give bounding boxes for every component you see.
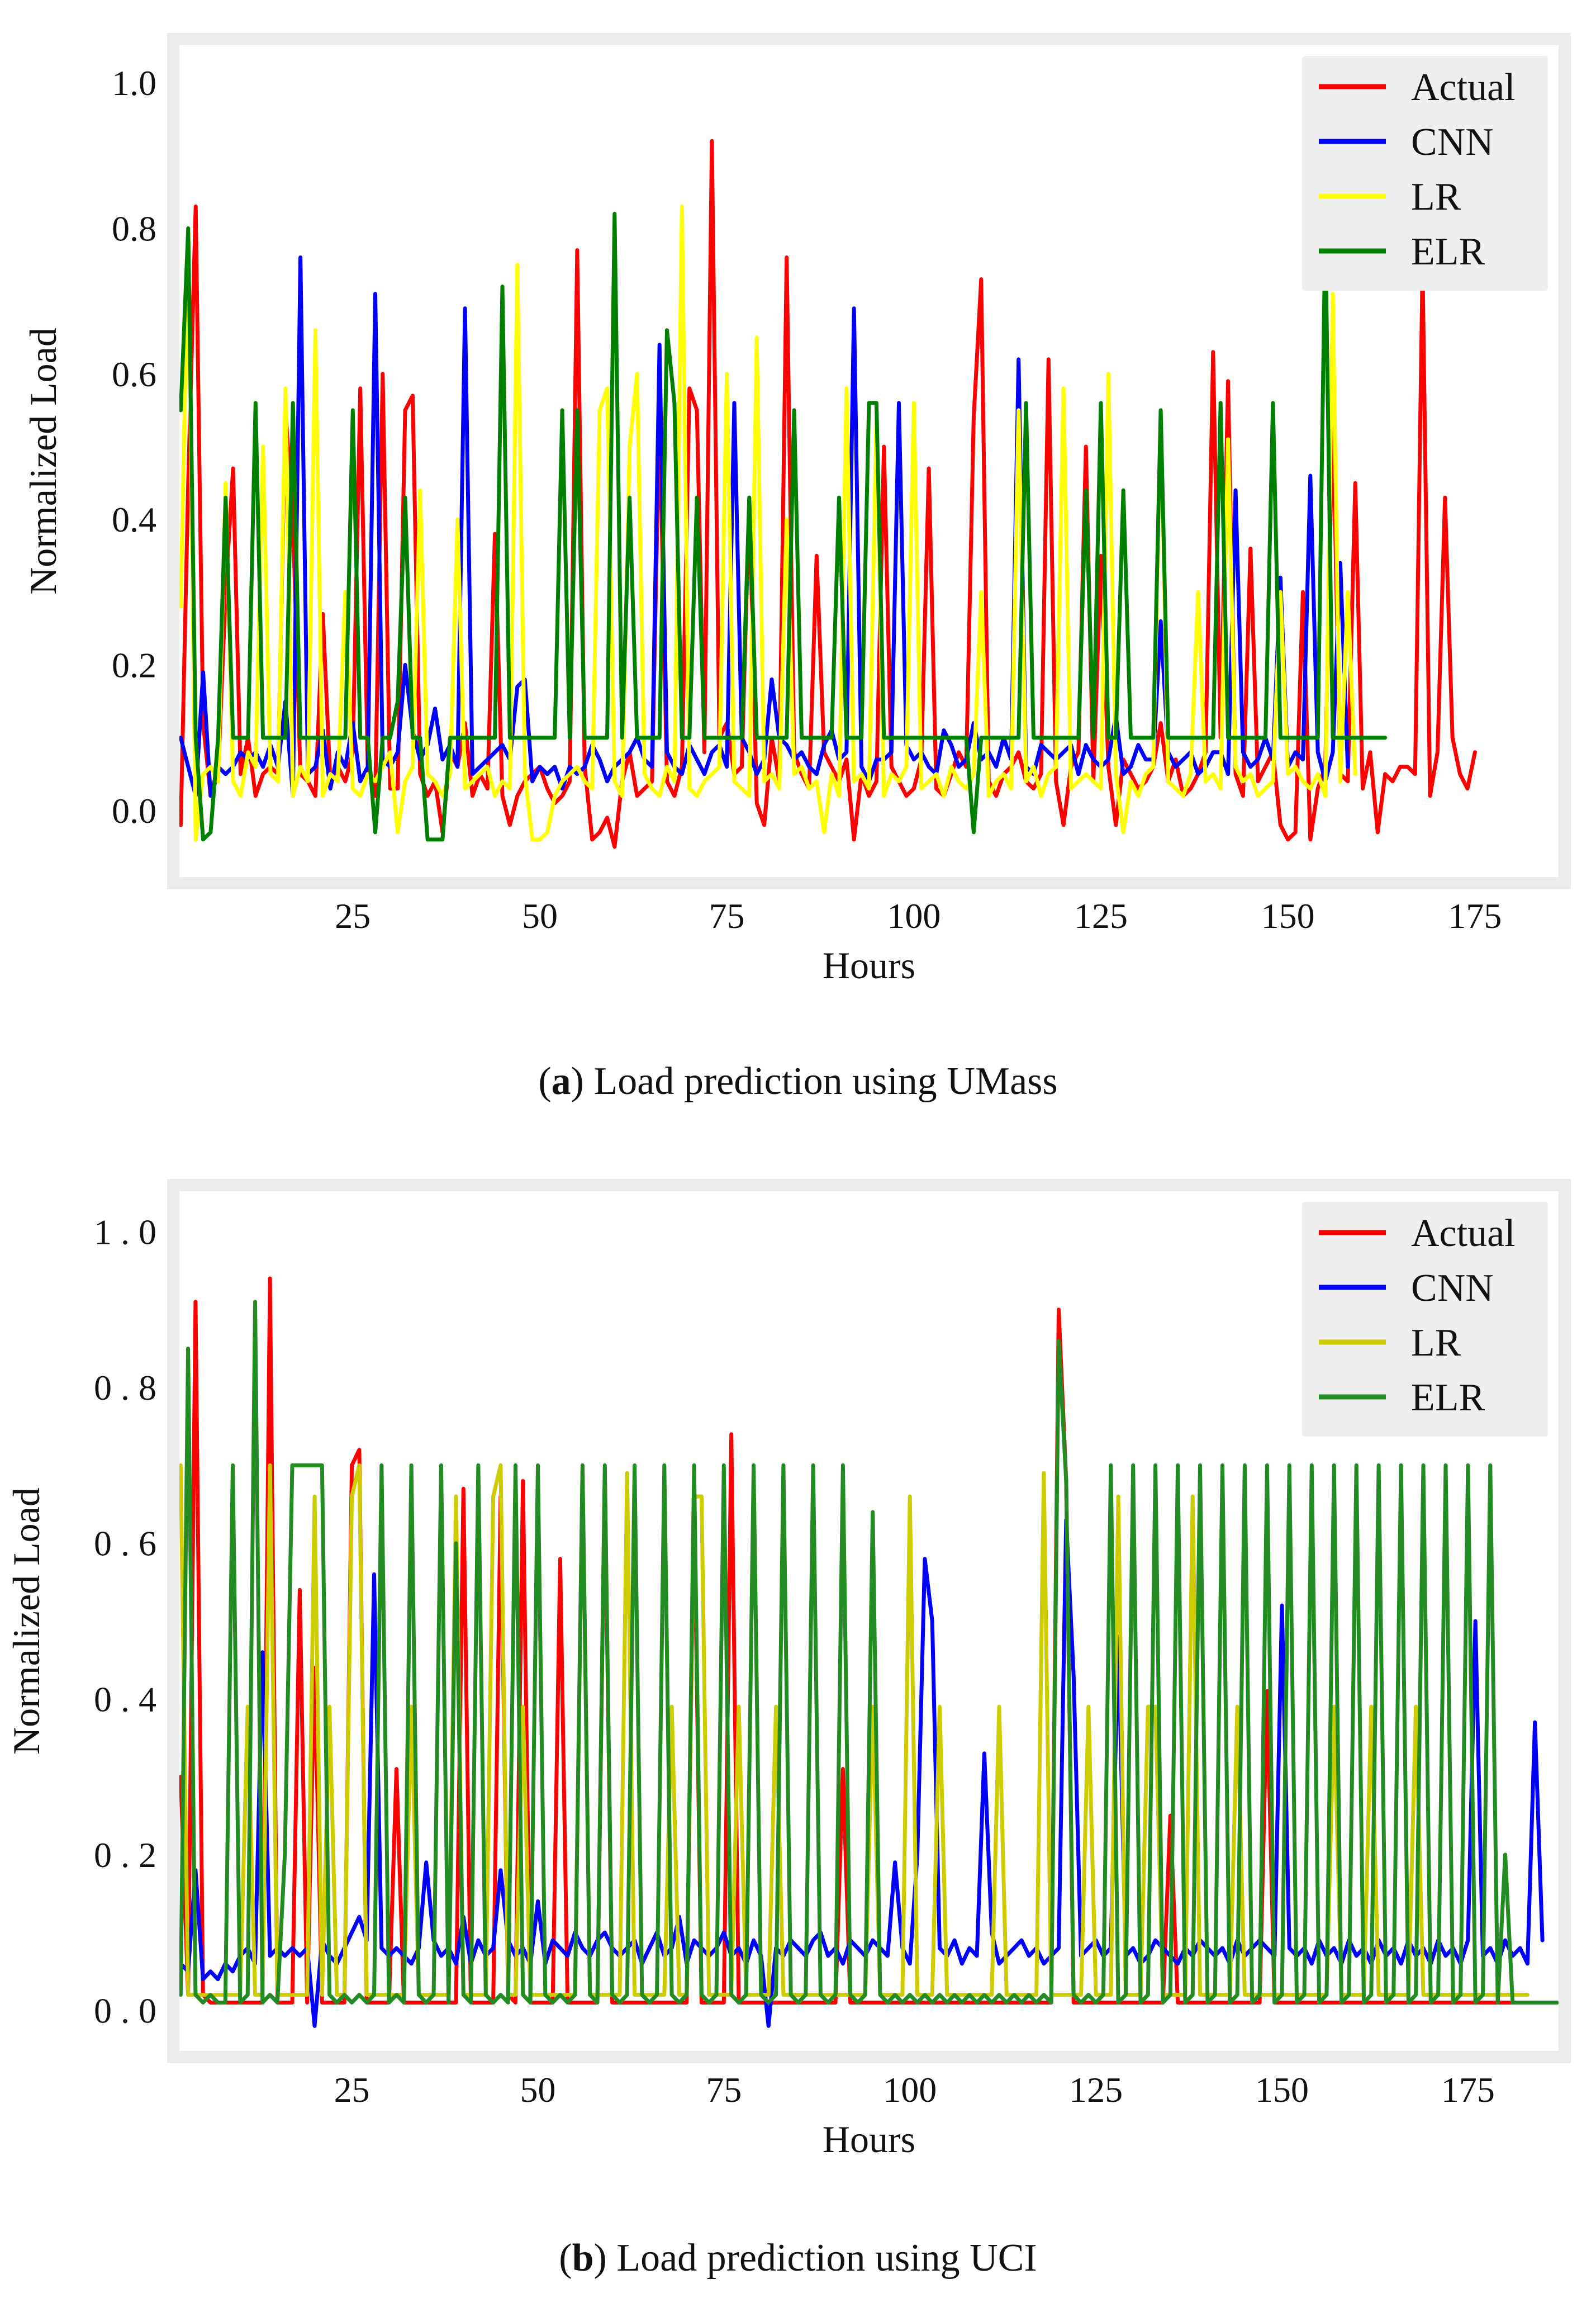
y-tick-label: 0.6 xyxy=(112,354,156,394)
y-axis-label: Normalized Load xyxy=(5,1487,48,1755)
y-tick-label: 0 . 6 xyxy=(94,1524,156,1563)
caption-text: Load prediction using UCI xyxy=(616,2237,1037,2280)
y-tick-label: 1 . 0 xyxy=(94,1212,156,1252)
x-tick-label: 100 xyxy=(887,896,940,936)
legend-label-actual: Actual xyxy=(1411,1212,1516,1255)
y-tick-label: 0 . 2 xyxy=(94,1835,156,1875)
caption-uci: (b) Load prediction using UCI xyxy=(559,2237,1037,2280)
caption-text: Load prediction using UMass xyxy=(593,1060,1058,1103)
series-group xyxy=(179,139,1477,849)
series-line-elr xyxy=(179,211,1388,842)
chart-panel-uci: 0 . 0 0 . 2 0 . 4 0 . 6 0 . 8 1 . 0 25 50 75 100 1… xyxy=(0,1152,1596,2298)
y-tick-label: 0 . 8 xyxy=(94,1368,156,1408)
caption-umass: (a) Load prediction using UMass xyxy=(538,1060,1058,1103)
y-tick-label: 0.2 xyxy=(112,645,156,685)
x-tick-label: 50 xyxy=(522,896,558,936)
chart-panel-umass: 0.0 0.2 0.4 0.6 0.8 1.0 25 50 75 100 125 150 175 Hour… xyxy=(0,0,1596,1118)
series-line-elr xyxy=(179,1300,1559,2005)
chart-uci: 0 . 0 0 . 2 0 . 4 0 . 6 0 . 8 1 . 0 25 50 75 100 1… xyxy=(5,1179,1571,2160)
legend-label-lr: LR xyxy=(1411,1321,1461,1364)
legend-box xyxy=(1302,1202,1548,1437)
legend: Actual CNN LR ELR xyxy=(1302,56,1548,291)
legend-box xyxy=(1302,56,1548,291)
legend-label-lr: LR xyxy=(1411,176,1461,219)
x-tick-label: 100 xyxy=(883,2070,937,2110)
legend: Actual CNN LR ELR xyxy=(1302,1202,1548,1437)
x-tick-label: 75 xyxy=(709,896,745,936)
legend-label-cnn: CNN xyxy=(1411,1267,1494,1310)
x-tick-label: 125 xyxy=(1074,896,1128,936)
y-tick-label: 0 . 4 xyxy=(94,1679,156,1719)
y-tick-label: 0.0 xyxy=(112,791,156,831)
y-tick-label: 1.0 xyxy=(112,63,156,103)
x-tick-label: 25 xyxy=(334,2070,370,2110)
y-tick-label: 0.8 xyxy=(112,209,156,248)
caption-letter: b xyxy=(572,2237,594,2280)
y-tick-label: 0.4 xyxy=(112,500,156,539)
x-tick-label: 25 xyxy=(335,896,370,936)
legend-label-elr: ELR xyxy=(1411,1376,1485,1419)
series-line-cnn xyxy=(179,1518,1545,2028)
x-tick-label: 125 xyxy=(1069,2070,1123,2110)
legend-label-cnn: CNN xyxy=(1411,121,1494,164)
x-tick-label: 50 xyxy=(520,2070,555,2110)
series-line-actual xyxy=(179,139,1477,849)
x-tick-label: 175 xyxy=(1448,896,1502,936)
series-line-actual xyxy=(179,1276,1545,2005)
x-tick-label: 150 xyxy=(1261,896,1315,936)
caption-letter: a xyxy=(551,1060,571,1103)
x-axis-label: Hours xyxy=(823,2118,915,2160)
y-axis-label: Normalized Load xyxy=(22,328,64,595)
y-tick-label: 0 . 0 xyxy=(94,1991,156,2030)
x-tick-label: 150 xyxy=(1255,2070,1309,2110)
legend-label-actual: Actual xyxy=(1411,66,1516,109)
chart-umass: 0.0 0.2 0.4 0.6 0.8 1.0 25 50 75 100 125 150 175 Hour… xyxy=(22,33,1571,987)
x-axis-label: Hours xyxy=(823,944,915,987)
legend-label-elr: ELR xyxy=(1411,230,1485,273)
x-tick-label: 175 xyxy=(1441,2070,1495,2110)
series-group xyxy=(179,1276,1559,2028)
x-tick-label: 75 xyxy=(706,2070,742,2110)
